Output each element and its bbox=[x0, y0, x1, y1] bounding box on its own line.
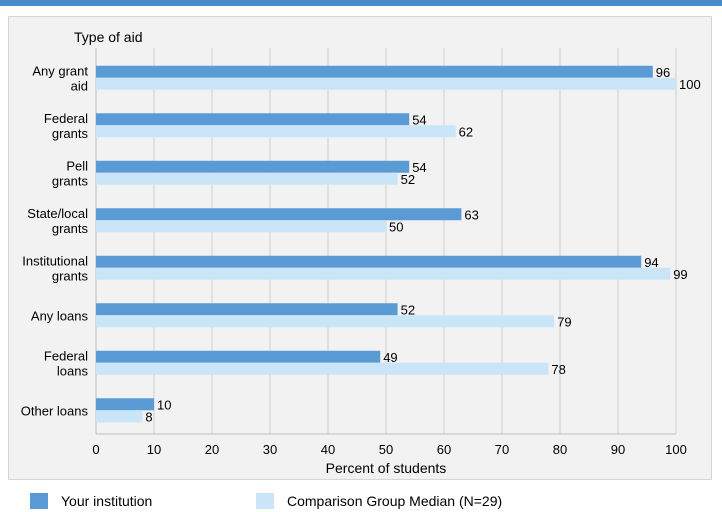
data-label: 100 bbox=[679, 77, 701, 92]
x-tick-label: 90 bbox=[611, 442, 625, 457]
data-label: 54 bbox=[412, 160, 426, 175]
x-tick-label: 50 bbox=[379, 442, 393, 457]
legend: Your institution Comparison Group Median… bbox=[0, 486, 722, 512]
data-label: 10 bbox=[157, 397, 171, 412]
x-axis-title: Percent of students bbox=[326, 460, 447, 476]
data-label: 63 bbox=[464, 207, 478, 222]
x-tick-label: 20 bbox=[205, 442, 219, 457]
bar-your-institution bbox=[96, 65, 653, 78]
x-tick-label: 40 bbox=[321, 442, 335, 457]
category-label: grants bbox=[52, 268, 89, 283]
category-label: Pell bbox=[66, 158, 88, 173]
data-label: 50 bbox=[389, 219, 403, 234]
bar-comparison-median bbox=[96, 220, 386, 233]
data-label: 49 bbox=[383, 350, 397, 365]
y-axis-title: Type of aid bbox=[74, 29, 143, 45]
bar-comparison-median bbox=[96, 172, 398, 185]
legend-item-your-institution: Your institution bbox=[30, 493, 152, 509]
category-label: grants bbox=[52, 221, 89, 236]
data-label: 96 bbox=[656, 65, 670, 80]
bar-your-institution bbox=[96, 208, 462, 221]
legend-label: Your institution bbox=[61, 493, 153, 509]
data-label: 62 bbox=[459, 124, 473, 139]
legend-label: Comparison Group Median (N=29) bbox=[287, 493, 503, 509]
x-tick-label: 30 bbox=[263, 442, 277, 457]
bar-comparison-median bbox=[96, 267, 671, 280]
data-label: 99 bbox=[673, 267, 687, 282]
bar-comparison-median bbox=[96, 362, 549, 375]
bars bbox=[96, 65, 676, 423]
x-tick-label: 100 bbox=[665, 442, 687, 457]
bar-your-institution bbox=[96, 113, 410, 126]
data-label: 8 bbox=[145, 409, 152, 424]
x-tick-label: 60 bbox=[437, 442, 451, 457]
legend-swatch bbox=[30, 493, 48, 509]
data-label: 52 bbox=[401, 302, 415, 317]
bar-your-institution bbox=[96, 350, 381, 363]
x-tick-label: 10 bbox=[147, 442, 161, 457]
category-label: Federal bbox=[44, 348, 88, 363]
gridlines bbox=[95, 48, 677, 435]
data-label: 78 bbox=[551, 362, 565, 377]
category-label: loans bbox=[57, 363, 89, 378]
category-label: Any loans bbox=[31, 308, 89, 323]
category-label: aid bbox=[71, 78, 88, 93]
bar-your-institution bbox=[96, 398, 154, 411]
x-tick-label: 0 bbox=[92, 442, 99, 457]
data-label: 52 bbox=[401, 172, 415, 187]
category-label: Any grant bbox=[32, 63, 88, 78]
bar-comparison-median bbox=[96, 77, 676, 90]
header-accent-bar bbox=[0, 0, 722, 6]
bar-your-institution bbox=[96, 160, 410, 173]
bar-your-institution bbox=[96, 255, 642, 268]
bar-your-institution bbox=[96, 303, 398, 316]
data-label: 94 bbox=[644, 255, 658, 270]
x-tick-label: 80 bbox=[553, 442, 567, 457]
category-label: Other loans bbox=[21, 403, 89, 418]
data-label: 79 bbox=[557, 314, 571, 329]
category-label: Institutional bbox=[22, 253, 88, 268]
bar-comparison-median bbox=[96, 315, 555, 328]
bar-comparison-median bbox=[96, 410, 143, 423]
category-label: grants bbox=[52, 173, 89, 188]
x-tick-label: 70 bbox=[495, 442, 509, 457]
legend-swatch bbox=[256, 493, 274, 509]
category-label: State/local bbox=[27, 206, 88, 221]
data-label: 54 bbox=[412, 112, 426, 127]
category-label: grants bbox=[52, 126, 89, 141]
legend-item-comparison-median: Comparison Group Median (N=29) bbox=[256, 493, 502, 509]
category-label: Federal bbox=[44, 111, 88, 126]
bar-comparison-median bbox=[96, 125, 456, 138]
